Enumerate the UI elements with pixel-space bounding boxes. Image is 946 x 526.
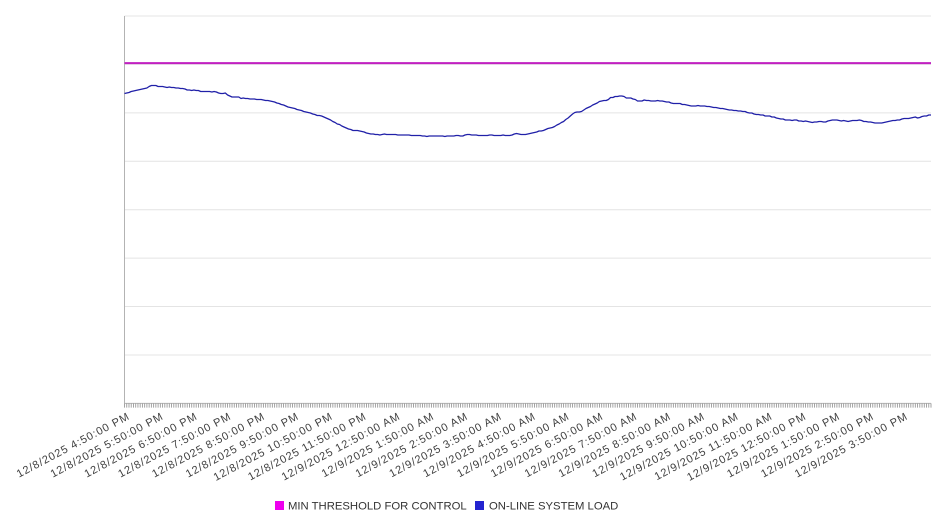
svg-text:MIN THRESHOLD FOR CONTROL: MIN THRESHOLD FOR CONTROL (288, 501, 467, 513)
svg-text:ON-LINE SYSTEM LOAD: ON-LINE SYSTEM LOAD (489, 501, 618, 513)
